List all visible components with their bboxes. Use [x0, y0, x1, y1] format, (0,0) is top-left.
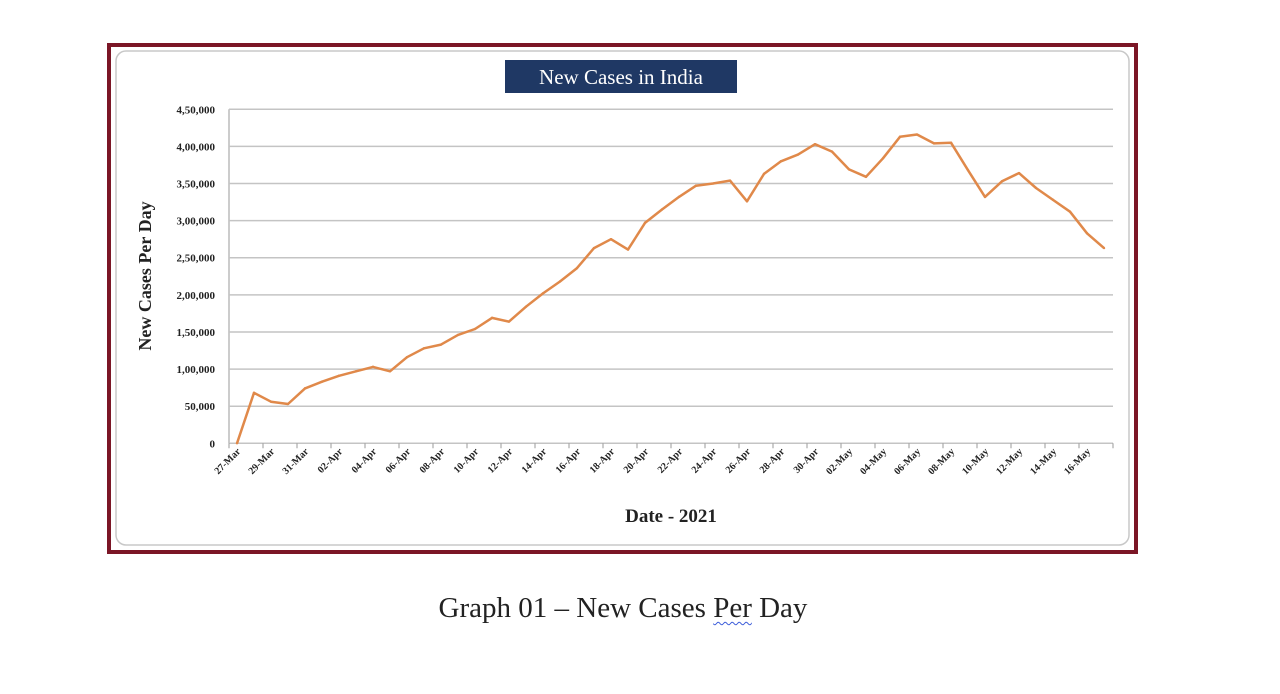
data-point [1102, 246, 1106, 250]
data-point [779, 160, 783, 163]
data-point [745, 200, 749, 203]
y-tick-label: 2,50,000 [177, 253, 216, 265]
caption-suffix: Day [751, 592, 808, 624]
data-point [626, 248, 630, 251]
series [235, 133, 1106, 445]
series-line [235, 133, 1105, 444]
data-point [473, 327, 477, 331]
data-point [762, 172, 766, 176]
data-point [337, 374, 341, 377]
data-point [575, 266, 579, 270]
y-axis-ticks: 0 50,000 1,00,000 1,50,000 2,00,000 2,50,000 3… [177, 104, 216, 450]
y-axis-label: New Cases Per Day [135, 201, 155, 350]
data-point [490, 316, 494, 320]
data-point [796, 153, 800, 156]
data-point [388, 370, 392, 373]
chart-title: New Cases in India [539, 65, 704, 89]
data-point [949, 141, 953, 144]
y-tick-label: 4,50,000 [177, 104, 216, 116]
data-point [1034, 186, 1038, 190]
y-tick-label: 2,00,000 [177, 290, 216, 302]
data-point [643, 221, 647, 225]
y-tick-label: 0 [210, 438, 216, 450]
data-point [371, 365, 375, 369]
data-point [609, 237, 613, 241]
data-point [235, 442, 239, 445]
data-point [864, 175, 868, 179]
figure-caption: Graph 01 – New Cases Per Day [0, 592, 1246, 625]
data-point [320, 380, 324, 383]
y-tick-label: 4,00,000 [177, 141, 216, 153]
data-point [694, 184, 698, 187]
title-background [505, 60, 737, 93]
data-point [1085, 232, 1089, 235]
data-point [439, 343, 443, 346]
y-tick-label: 50,000 [185, 401, 216, 413]
y-tick-label: 1,50,000 [177, 327, 216, 339]
data-point [898, 135, 902, 138]
data-point [1017, 171, 1021, 175]
data-point [660, 208, 664, 211]
data-point [983, 195, 987, 199]
y-tick-label: 3,50,000 [177, 179, 216, 191]
data-point [830, 150, 834, 153]
data-point [303, 387, 307, 390]
data-point [269, 400, 273, 403]
data-point [592, 246, 596, 250]
data-point [252, 391, 256, 395]
data-point [507, 320, 511, 323]
data-point [847, 168, 851, 171]
data-point [813, 142, 817, 146]
chart-area [115, 50, 1130, 546]
data-point [1051, 198, 1055, 202]
y-tick-label: 1,00,000 [177, 364, 216, 376]
data-point [354, 370, 358, 373]
caption-underlined-word: Per [713, 592, 752, 624]
data-point [541, 292, 545, 295]
data-point [1000, 180, 1004, 183]
data-point [405, 356, 409, 359]
data-point [932, 142, 936, 145]
data-point [422, 347, 426, 350]
data-point [915, 133, 919, 136]
gridlines [228, 108, 1113, 445]
data-point [966, 168, 970, 172]
data-point [1068, 210, 1072, 213]
caption-prefix: Graph 01 – New Cases [438, 592, 714, 624]
data-point [456, 333, 460, 337]
data-point [558, 280, 562, 283]
data-point [728, 179, 732, 182]
data-point [677, 195, 681, 199]
data-point [286, 402, 290, 406]
data-point [881, 157, 885, 160]
data-point [711, 182, 715, 185]
data-point [524, 305, 528, 308]
y-tick-label: 3,00,000 [177, 216, 216, 228]
x-axis-label: Date - 2021 [625, 506, 717, 527]
